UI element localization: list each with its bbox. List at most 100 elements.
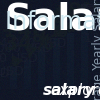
Bar xyxy=(38,76,46,77)
Bar xyxy=(81,68,88,69)
Bar xyxy=(67,79,74,80)
Bar xyxy=(24,82,31,83)
Bar xyxy=(38,55,46,56)
Bar xyxy=(81,64,88,65)
Bar xyxy=(81,80,88,81)
Bar xyxy=(52,60,59,61)
Bar xyxy=(81,46,88,47)
Bar xyxy=(52,81,59,82)
Bar xyxy=(81,74,88,75)
Bar xyxy=(81,5,94,6)
Text: +22%: +22% xyxy=(15,12,83,32)
Bar xyxy=(24,61,31,62)
Bar xyxy=(52,45,59,46)
Bar xyxy=(81,49,88,50)
Bar xyxy=(24,76,31,77)
Bar xyxy=(38,84,46,85)
Bar xyxy=(24,60,31,61)
Text: +34%: +34% xyxy=(0,34,55,54)
Bar xyxy=(52,49,59,50)
Bar xyxy=(67,61,74,62)
Bar xyxy=(38,63,46,64)
Text: 123,000 USD: 123,000 USD xyxy=(84,32,100,45)
Bar xyxy=(67,34,74,35)
Bar xyxy=(67,43,74,44)
Bar xyxy=(10,85,17,86)
Bar xyxy=(38,73,46,74)
Bar xyxy=(10,87,17,88)
Bar xyxy=(81,30,88,31)
Bar xyxy=(67,60,74,61)
Bar xyxy=(67,68,74,69)
Bar xyxy=(67,49,74,50)
Bar xyxy=(81,41,88,42)
Bar xyxy=(67,39,74,40)
Bar xyxy=(67,40,74,41)
Bar xyxy=(52,55,59,56)
Bar xyxy=(67,82,74,83)
Bar xyxy=(24,62,31,63)
Bar xyxy=(24,87,31,88)
Bar xyxy=(67,74,74,75)
Bar xyxy=(10,82,17,83)
Text: 85,500 USD: 85,500 USD xyxy=(0,52,38,65)
Bar xyxy=(67,57,74,58)
Bar xyxy=(81,39,88,40)
Bar xyxy=(67,36,74,37)
Bar xyxy=(67,66,74,67)
Bar xyxy=(38,47,46,48)
Bar xyxy=(10,71,17,72)
Bar xyxy=(81,6,94,7)
Bar xyxy=(81,50,88,51)
Bar xyxy=(81,40,88,41)
Bar xyxy=(52,53,59,54)
Bar xyxy=(67,76,74,77)
Bar xyxy=(38,75,46,76)
Bar xyxy=(38,53,46,54)
Text: Average Yearly Salary: Average Yearly Salary xyxy=(92,0,100,100)
Bar xyxy=(67,87,74,88)
Bar xyxy=(81,57,88,58)
Bar xyxy=(81,52,88,53)
Bar xyxy=(81,55,88,56)
Bar xyxy=(81,63,88,64)
Bar xyxy=(24,73,31,74)
Bar xyxy=(52,58,59,59)
Bar xyxy=(52,86,59,87)
Bar xyxy=(81,56,88,57)
Bar xyxy=(38,68,46,69)
Bar xyxy=(52,79,59,80)
Bar xyxy=(38,64,46,65)
Bar xyxy=(67,50,74,51)
Bar xyxy=(24,74,31,75)
Bar xyxy=(52,48,59,49)
Bar xyxy=(38,87,46,88)
Bar xyxy=(67,69,74,70)
Bar xyxy=(67,45,74,46)
Bar xyxy=(38,49,46,50)
Bar xyxy=(81,46,88,47)
Bar xyxy=(67,67,74,68)
Bar xyxy=(52,43,59,44)
Bar xyxy=(81,71,88,72)
Bar xyxy=(81,32,88,33)
Bar xyxy=(24,85,31,86)
Bar xyxy=(38,52,46,53)
Bar xyxy=(81,76,88,77)
Bar xyxy=(10,78,17,79)
Bar xyxy=(10,79,17,80)
Bar xyxy=(38,62,46,63)
Bar xyxy=(24,67,31,68)
Bar xyxy=(38,49,46,50)
Bar xyxy=(52,61,59,62)
Bar xyxy=(81,61,88,62)
Bar xyxy=(10,80,17,81)
Bar xyxy=(24,83,31,84)
Bar xyxy=(81,52,88,53)
Bar xyxy=(10,86,17,87)
Bar xyxy=(38,50,46,51)
Bar xyxy=(81,33,88,34)
Bar xyxy=(67,77,74,78)
Bar xyxy=(24,78,31,79)
Text: +48%: +48% xyxy=(1,21,69,41)
